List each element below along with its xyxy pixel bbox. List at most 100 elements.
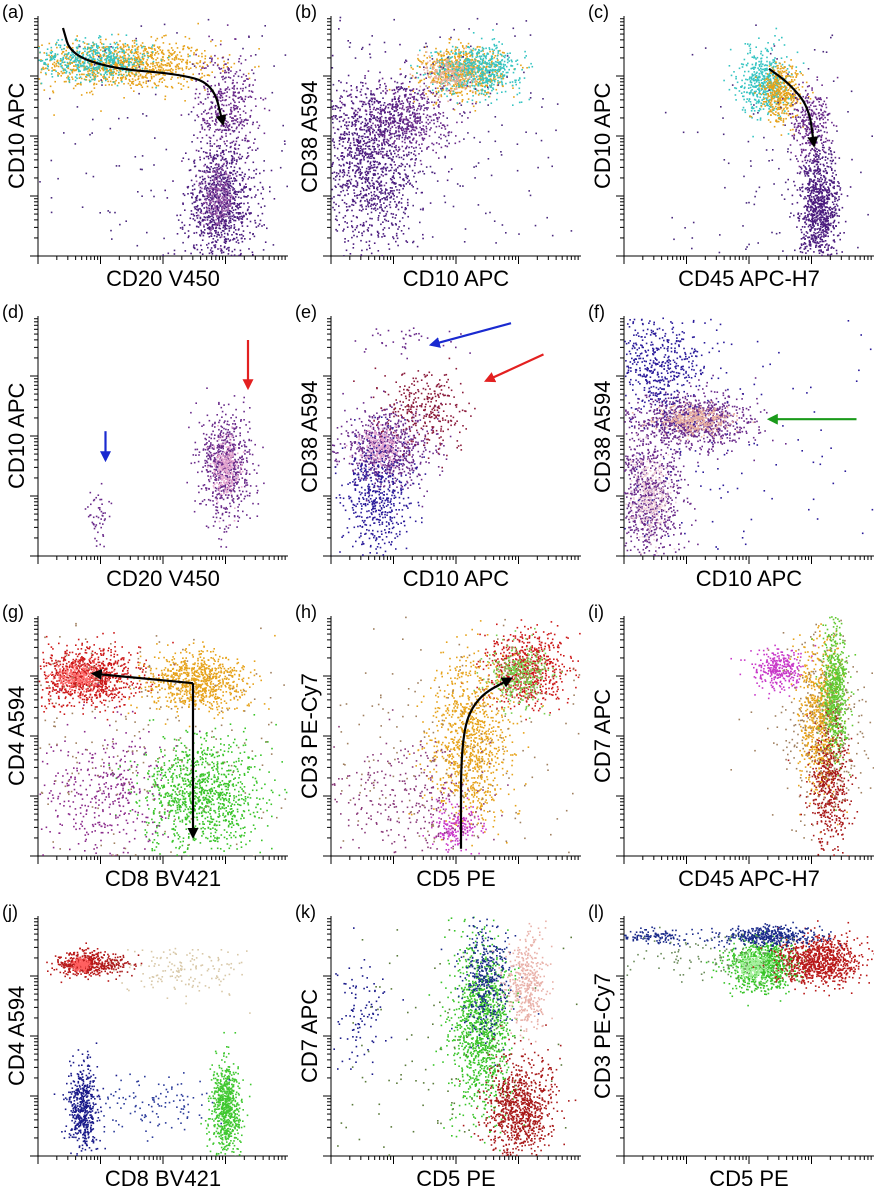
data-point (146, 54, 149, 57)
data-point (155, 74, 157, 76)
data-point (101, 84, 103, 86)
data-point (115, 56, 118, 59)
scatter-plot (323, 16, 581, 264)
data-point (282, 124, 284, 127)
data-point (197, 22, 199, 25)
data-point (100, 57, 102, 60)
data-point (142, 77, 144, 79)
data-point (101, 46, 104, 49)
data-point (74, 143, 77, 145)
data-point (190, 192, 192, 194)
data-point (240, 121, 243, 123)
data-point (145, 115, 148, 117)
data-point (204, 212, 207, 215)
data-point (69, 54, 72, 56)
data-point (446, 48, 448, 51)
data-point (214, 246, 216, 249)
data-point (498, 82, 500, 84)
data-point (137, 191, 139, 193)
data-point (160, 70, 162, 72)
data-point (210, 85, 213, 87)
data-point (77, 45, 80, 48)
data-point (92, 56, 95, 58)
data-point (154, 65, 156, 67)
data-point (437, 99, 439, 101)
data-point (478, 62, 481, 64)
data-point (105, 38, 107, 41)
data-point (241, 221, 244, 223)
data-point (251, 149, 254, 151)
data-point (207, 155, 209, 158)
data-point (112, 68, 115, 71)
data-point (211, 182, 214, 185)
data-point (193, 134, 195, 136)
data-point (228, 213, 230, 215)
data-point (92, 54, 94, 56)
data-point (219, 88, 222, 90)
data-point (472, 105, 475, 108)
data-point (107, 60, 110, 62)
data-point (182, 85, 185, 87)
data-point (231, 218, 234, 220)
data-point (475, 52, 478, 55)
data-point (268, 109, 271, 112)
data-point (449, 90, 452, 93)
data-point (129, 75, 131, 77)
data-point (123, 97, 125, 99)
data-point (189, 169, 192, 171)
data-point (202, 62, 205, 65)
data-point (248, 188, 251, 190)
data-point (446, 53, 448, 55)
data-point (246, 78, 248, 80)
data-point (154, 137, 156, 139)
data-point (220, 174, 223, 177)
data-point (94, 53, 97, 55)
data-point (521, 68, 523, 71)
data-point (473, 77, 475, 80)
data-point (109, 55, 111, 58)
data-point (215, 207, 217, 209)
data-point (235, 71, 238, 73)
data-point (214, 201, 217, 203)
data-point (398, 126, 401, 128)
data-point (81, 206, 84, 208)
data-point (235, 127, 238, 130)
data-point (111, 58, 114, 61)
data-point (247, 155, 250, 157)
data-point (139, 52, 142, 55)
data-point (196, 196, 198, 198)
data-point (172, 49, 174, 51)
data-point (427, 107, 429, 109)
data-point (252, 253, 254, 256)
data-point (179, 67, 181, 70)
data-point (458, 65, 461, 67)
data-point (151, 48, 153, 50)
data-point (225, 123, 228, 125)
data-point (215, 184, 218, 187)
data-point (449, 79, 452, 82)
data-point (459, 59, 461, 61)
data-point (233, 226, 236, 228)
data-point (104, 78, 107, 80)
data-point (239, 184, 241, 186)
data-point (401, 107, 404, 109)
data-point (229, 217, 232, 220)
data-point (439, 71, 441, 73)
data-point (449, 53, 451, 56)
data-point (135, 52, 138, 55)
data-point (135, 59, 138, 61)
data-point (104, 49, 106, 52)
data-point (220, 212, 222, 214)
data-point (205, 184, 207, 187)
data-point (485, 76, 487, 79)
data-point (478, 49, 480, 52)
data-point (224, 81, 227, 83)
data-point (225, 129, 228, 132)
data-point (222, 163, 225, 166)
data-point (174, 65, 177, 68)
data-point (385, 123, 387, 126)
data-point (78, 52, 80, 54)
data-point (135, 65, 138, 67)
data-point (192, 106, 195, 109)
data-point (461, 74, 464, 76)
